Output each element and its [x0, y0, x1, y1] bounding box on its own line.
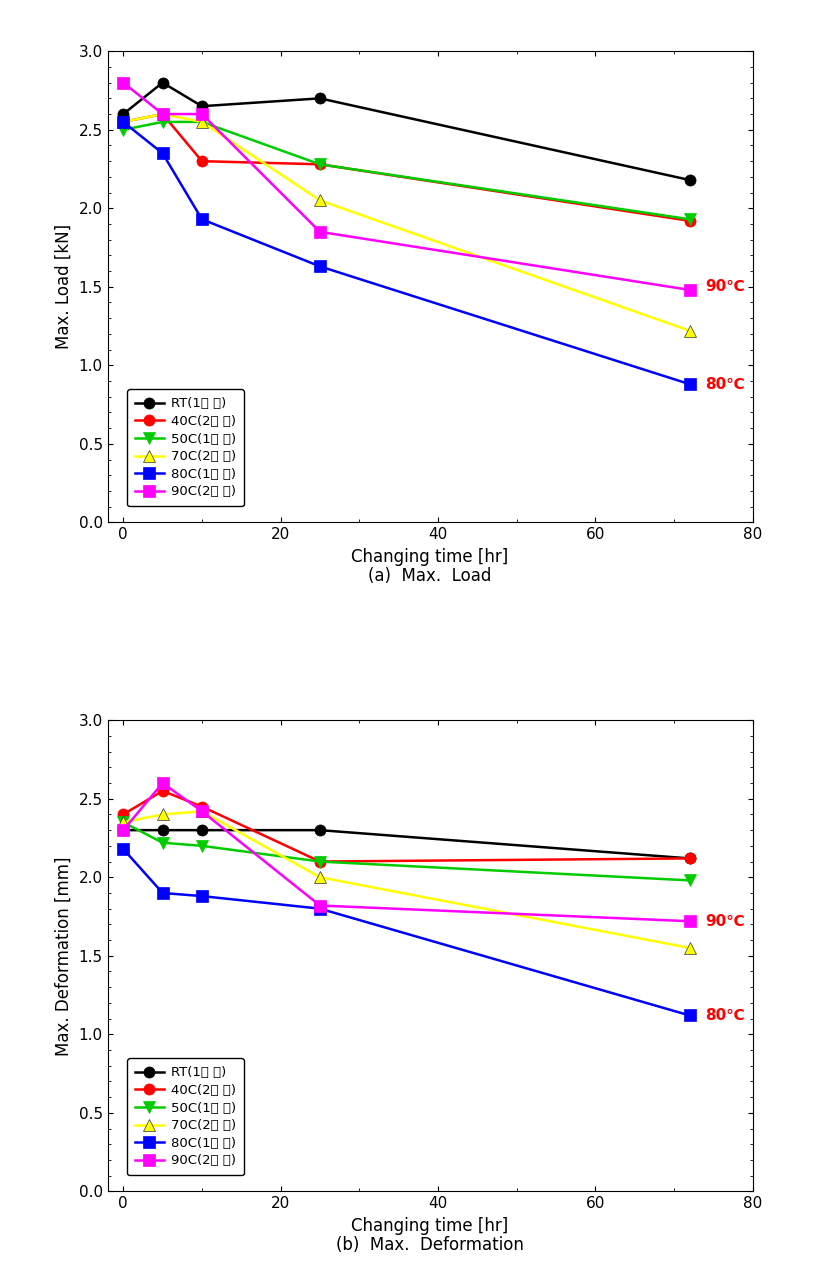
70C(2단 계)	[685, 323, 695, 338]
40C(2단 계)	[118, 114, 128, 129]
50C(1단 계)	[118, 815, 128, 830]
50C(1단 계)	[118, 122, 128, 137]
Line: 80C(1단 계): 80C(1단 계)	[117, 117, 696, 389]
Legend: RT(1단 계), 40C(2단 계), 50C(1단 계), 70C(2단 계), 80C(1단 계), 90C(2단 계): RT(1단 계), 40C(2단 계), 50C(1단 계), 70C(2단 계…	[127, 389, 244, 506]
Y-axis label: Max. Deformation [mm]: Max. Deformation [mm]	[55, 856, 73, 1056]
90C(2단 계)	[685, 282, 695, 297]
70C(2단 계)	[118, 114, 128, 129]
RT(1단 계)	[685, 851, 695, 866]
50C(1단 계)	[685, 872, 695, 888]
70C(2단 계)	[197, 114, 207, 129]
Line: RT(1단 계): RT(1단 계)	[117, 77, 696, 186]
RT(1단 계)	[158, 822, 168, 838]
Line: 90C(2단 계): 90C(2단 계)	[117, 778, 696, 926]
70C(2단 계)	[158, 807, 168, 822]
RT(1단 계)	[197, 99, 207, 114]
Line: 50C(1단 계): 50C(1단 계)	[117, 117, 696, 225]
RT(1단 계)	[315, 91, 325, 106]
90C(2단 계)	[315, 224, 325, 240]
RT(1단 계)	[118, 106, 128, 122]
80C(1단 계)	[315, 259, 325, 274]
RT(1단 계)	[685, 173, 695, 188]
40C(2단 계)	[197, 154, 207, 169]
70C(2단 계)	[315, 870, 325, 885]
40C(2단 계)	[158, 783, 168, 798]
Text: 80℃: 80℃	[705, 1008, 745, 1024]
RT(1단 계)	[315, 822, 325, 838]
Text: 90℃: 90℃	[705, 279, 745, 295]
90C(2단 계)	[118, 822, 128, 838]
90C(2단 계)	[158, 775, 168, 790]
80C(1단 계)	[158, 885, 168, 901]
Y-axis label: Max. Load [kN]: Max. Load [kN]	[55, 224, 73, 350]
Line: 80C(1단 계): 80C(1단 계)	[117, 843, 696, 1021]
50C(1단 계)	[685, 211, 695, 227]
90C(2단 계)	[315, 898, 325, 913]
50C(1단 계)	[315, 156, 325, 172]
90C(2단 계)	[158, 106, 168, 122]
70C(2단 계)	[158, 106, 168, 122]
RT(1단 계)	[118, 822, 128, 838]
Text: (b)  Max.  Deformation: (b) Max. Deformation	[336, 1236, 524, 1254]
Line: 40C(2단 계): 40C(2단 계)	[117, 109, 696, 227]
Line: 70C(2단 계): 70C(2단 계)	[117, 806, 696, 953]
80C(1단 계)	[197, 889, 207, 904]
90C(2단 계)	[197, 106, 207, 122]
X-axis label: Changing time [hr]: Changing time [hr]	[351, 1217, 509, 1235]
90C(2단 계)	[685, 913, 695, 929]
70C(2단 계)	[685, 940, 695, 956]
40C(2단 계)	[685, 213, 695, 228]
80C(1단 계)	[158, 146, 168, 161]
RT(1단 계)	[197, 822, 207, 838]
50C(1단 계)	[158, 114, 168, 129]
50C(1단 계)	[197, 838, 207, 853]
90C(2단 계)	[197, 803, 207, 819]
40C(2단 계)	[197, 799, 207, 815]
40C(2단 계)	[315, 854, 325, 870]
80C(1단 계)	[315, 901, 325, 916]
40C(2단 계)	[315, 156, 325, 172]
50C(1단 계)	[315, 854, 325, 870]
70C(2단 계)	[197, 803, 207, 819]
90C(2단 계)	[118, 76, 128, 91]
Legend: RT(1단 계), 40C(2단 계), 50C(1단 계), 70C(2단 계), 80C(1단 계), 90C(2단 계): RT(1단 계), 40C(2단 계), 50C(1단 계), 70C(2단 계…	[127, 1058, 244, 1175]
Text: 80℃: 80℃	[705, 377, 745, 392]
X-axis label: Changing time [hr]: Changing time [hr]	[351, 548, 509, 566]
RT(1단 계)	[158, 76, 168, 91]
80C(1단 계)	[118, 842, 128, 857]
Line: 70C(2단 계): 70C(2단 계)	[117, 109, 696, 337]
40C(2단 계)	[118, 807, 128, 822]
Text: (a)  Max.  Load: (a) Max. Load	[368, 567, 492, 585]
Line: RT(1단 계): RT(1단 계)	[117, 825, 696, 863]
Text: 90℃: 90℃	[705, 913, 745, 929]
70C(2단 계)	[315, 192, 325, 208]
Line: 50C(1단 계): 50C(1단 계)	[117, 817, 696, 886]
70C(2단 계)	[118, 815, 128, 830]
40C(2단 계)	[685, 851, 695, 866]
50C(1단 계)	[158, 835, 168, 851]
80C(1단 계)	[197, 211, 207, 227]
40C(2단 계)	[158, 106, 168, 122]
80C(1단 계)	[685, 1008, 695, 1024]
Line: 90C(2단 계): 90C(2단 계)	[117, 77, 696, 296]
50C(1단 계)	[197, 114, 207, 129]
80C(1단 계)	[685, 377, 695, 392]
80C(1단 계)	[118, 114, 128, 129]
Line: 40C(2단 계): 40C(2단 계)	[117, 785, 696, 867]
